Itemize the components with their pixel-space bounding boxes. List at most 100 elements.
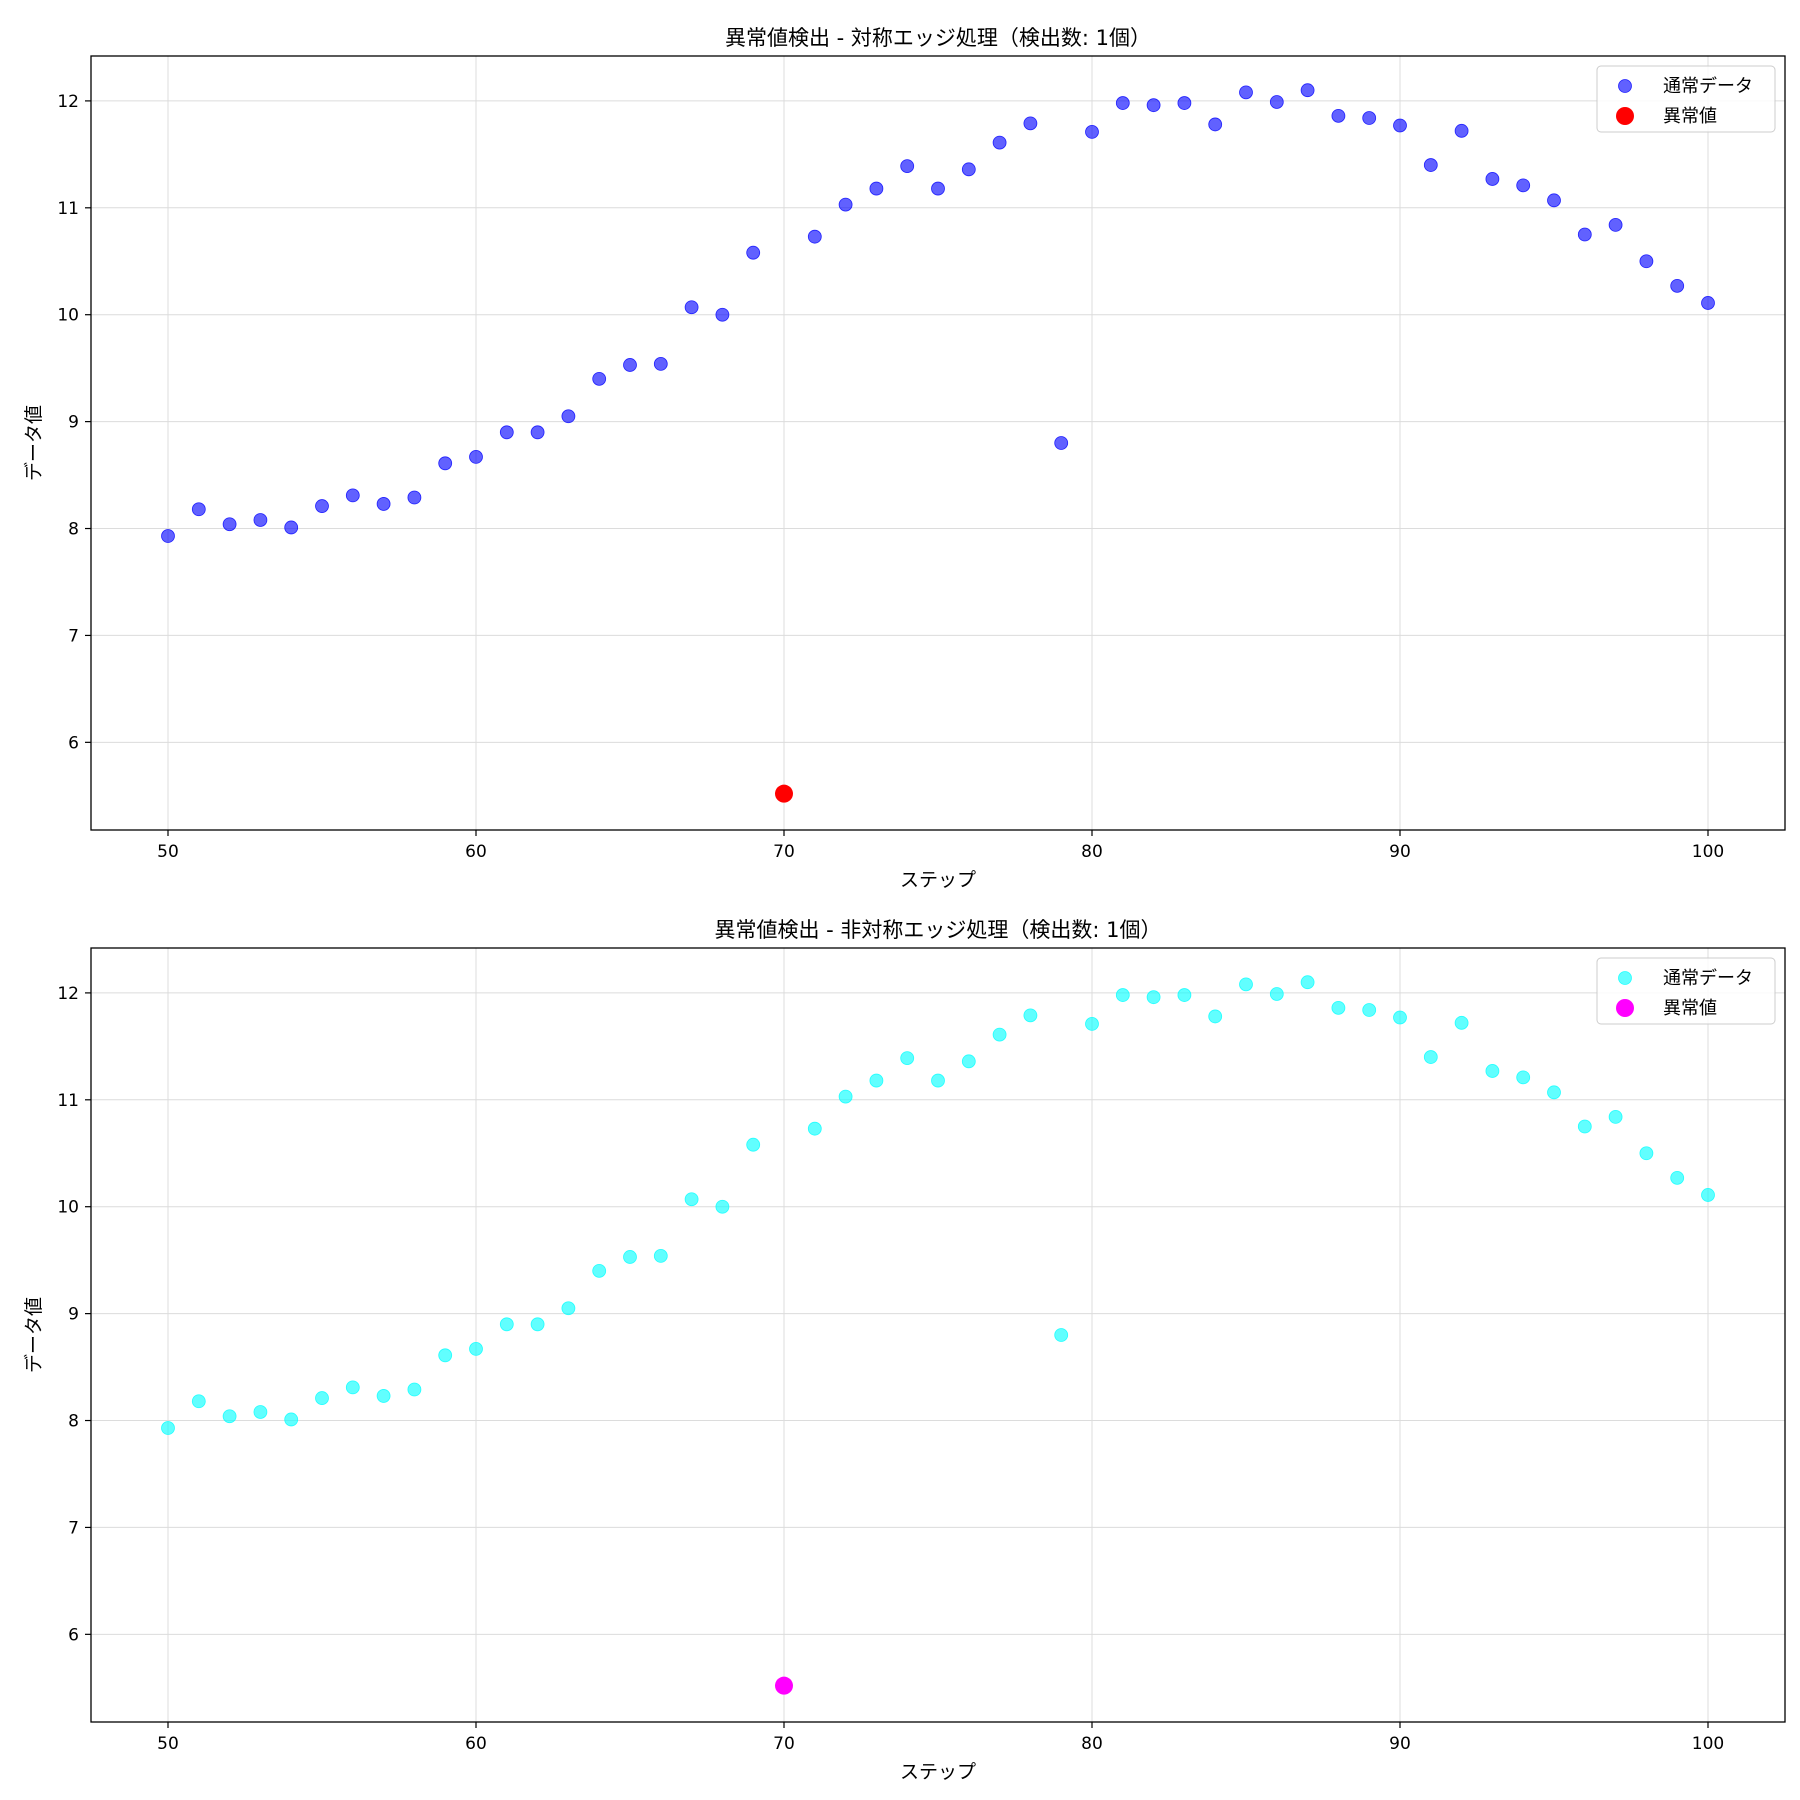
chart-0-normal-point — [376, 497, 391, 511]
chart-0-normal-point — [1393, 118, 1407, 133]
chart-1-normal-point — [376, 1389, 391, 1403]
chart-1-normal-point — [653, 1248, 668, 1263]
chart-0-normal-point — [1547, 193, 1561, 208]
chart-0-normal-point — [1701, 296, 1715, 310]
chart-1-normal-point — [1547, 1085, 1561, 1100]
chart-1-normal-point — [530, 1317, 545, 1332]
chart-1-normal-point — [1701, 1188, 1715, 1202]
chart-0-normal-point — [1577, 227, 1592, 242]
chart-1-x-tick-label: 80 — [1081, 1734, 1103, 1754]
chart-1-normal-point — [1393, 1010, 1407, 1025]
chart-1-legend-box — [1596, 957, 1776, 1025]
chart-1-normal-point — [1023, 1008, 1038, 1023]
chart-0-legend-label: 通常データ — [1663, 76, 1753, 97]
chart-1-normal-point — [161, 1421, 175, 1435]
chart-0-normal-point — [222, 517, 237, 532]
chart-0-legend-marker — [1618, 79, 1632, 93]
chart-1-normal-point — [1577, 1119, 1592, 1134]
chart-1-normal-point — [222, 1409, 237, 1424]
chart-0-x-tick-label: 90 — [1389, 842, 1411, 862]
chart-0-normal-point — [315, 499, 329, 513]
chart-0-x-tick-label: 60 — [465, 842, 487, 862]
chart-1-normal-point — [1115, 988, 1130, 1002]
chart-1-x-tick-label: 60 — [465, 1734, 487, 1754]
chart-0-normal-point — [284, 520, 299, 535]
chart-1-normal-point — [1485, 1064, 1500, 1078]
chart-0-x-tick-label: 100 — [1692, 842, 1724, 862]
chart-0-normal-point — [469, 449, 483, 464]
chart-1-y-tick-label: 8 — [68, 1412, 79, 1432]
chart-0-x-tick-label: 70 — [773, 842, 795, 862]
chart-1-normal-point — [1639, 1146, 1654, 1161]
chart-0-legend-marker — [1616, 107, 1634, 125]
chart-1-normal-point — [1331, 1000, 1346, 1015]
chart-1-normal-point — [561, 1301, 576, 1316]
chart-0-normal-point — [869, 181, 884, 196]
chart-1-normal-point — [992, 1027, 1007, 1042]
chart-1-y-tick-label: 12 — [57, 984, 79, 1004]
chart-1-normal-point — [592, 1263, 607, 1278]
chart-0-normal-point — [653, 356, 668, 371]
chart-0-normal-point — [1454, 123, 1469, 138]
chart-1-normal-point — [1208, 1009, 1223, 1024]
chart-0-normal-point — [1331, 108, 1346, 123]
chart-0-y-tick-label: 11 — [57, 199, 79, 219]
chart-0-normal-point — [191, 502, 206, 517]
chart-1-y-tick-label: 7 — [68, 1518, 79, 1538]
chart-1-normal-point — [869, 1073, 884, 1088]
chart-1-normal-point — [1454, 1015, 1469, 1030]
chart-0-y-tick-label: 8 — [68, 520, 79, 540]
chart-0-normal-point — [1269, 95, 1284, 109]
chart-0-legend-box — [1596, 65, 1776, 133]
chart-1-legend-marker — [1616, 999, 1634, 1017]
chart-0-normal-point — [1516, 178, 1531, 193]
chart-1-y-axis-label: データ値 — [23, 1297, 45, 1373]
chart-1-normal-point — [838, 1089, 853, 1104]
chart-1-plot-frame — [90, 947, 1786, 1723]
chart-0-y-axis-label: データ値 — [23, 405, 45, 481]
chart-0-normal-point — [746, 245, 761, 260]
chart-1-y-tick-label: 9 — [68, 1305, 79, 1325]
chart-0-x-axis-label: ステップ — [900, 869, 976, 891]
chart-1-normal-point — [438, 1348, 453, 1363]
chart-0-normal-point — [530, 425, 545, 440]
chart-0-normal-point — [715, 307, 730, 322]
chart-0-normal-point — [1423, 158, 1438, 172]
chart-0-normal-point — [1177, 96, 1192, 110]
chart-0-normal-point — [561, 409, 576, 424]
chart-1-normal-point — [931, 1073, 945, 1088]
chart-1-x-axis-label: ステップ — [900, 1761, 976, 1783]
chart-0-normal-point — [1115, 96, 1130, 110]
chart-0-normal-point — [900, 159, 915, 174]
chart-1-normal-point — [1670, 1170, 1685, 1185]
chart-0-normal-point — [623, 358, 637, 372]
chart-1-normal-point — [284, 1412, 299, 1427]
chart-1-normal-point — [407, 1382, 422, 1397]
chart-1-normal-point — [1085, 1017, 1099, 1031]
chart-0-normal-point — [1239, 85, 1253, 100]
chart-1-normal-point — [1269, 987, 1284, 1001]
chart-1-normal-point — [499, 1317, 514, 1332]
chart-0-normal-point — [1023, 116, 1038, 131]
chart-0-normal-point — [1085, 125, 1099, 139]
chart-1-normal-point — [253, 1405, 268, 1419]
chart-1-normal-point — [961, 1054, 976, 1069]
chart-1-y-tick-label: 6 — [68, 1625, 79, 1645]
chart-0-title: 異常値検出 - 対称エッジ処理（検出数: 1個） — [725, 26, 1151, 50]
chart-0-anomaly-point — [775, 784, 793, 803]
chart-1-normal-point — [746, 1137, 761, 1152]
chart-0-normal-point — [345, 488, 360, 503]
chart-0-normal-point — [1362, 111, 1377, 125]
chart-1-legend-label: 通常データ — [1663, 968, 1753, 989]
chart-0-normal-point — [499, 425, 514, 440]
chart-1-normal-point — [345, 1380, 360, 1395]
chart-0-y-tick-label: 10 — [57, 306, 79, 326]
chart-0-legend-label: 異常値 — [1663, 106, 1717, 127]
chart-0-x-tick-label: 80 — [1081, 842, 1103, 862]
chart-0-normal-point — [1054, 436, 1069, 450]
chart-0-normal-point — [1639, 254, 1654, 269]
chart-0-normal-point — [1485, 172, 1500, 186]
